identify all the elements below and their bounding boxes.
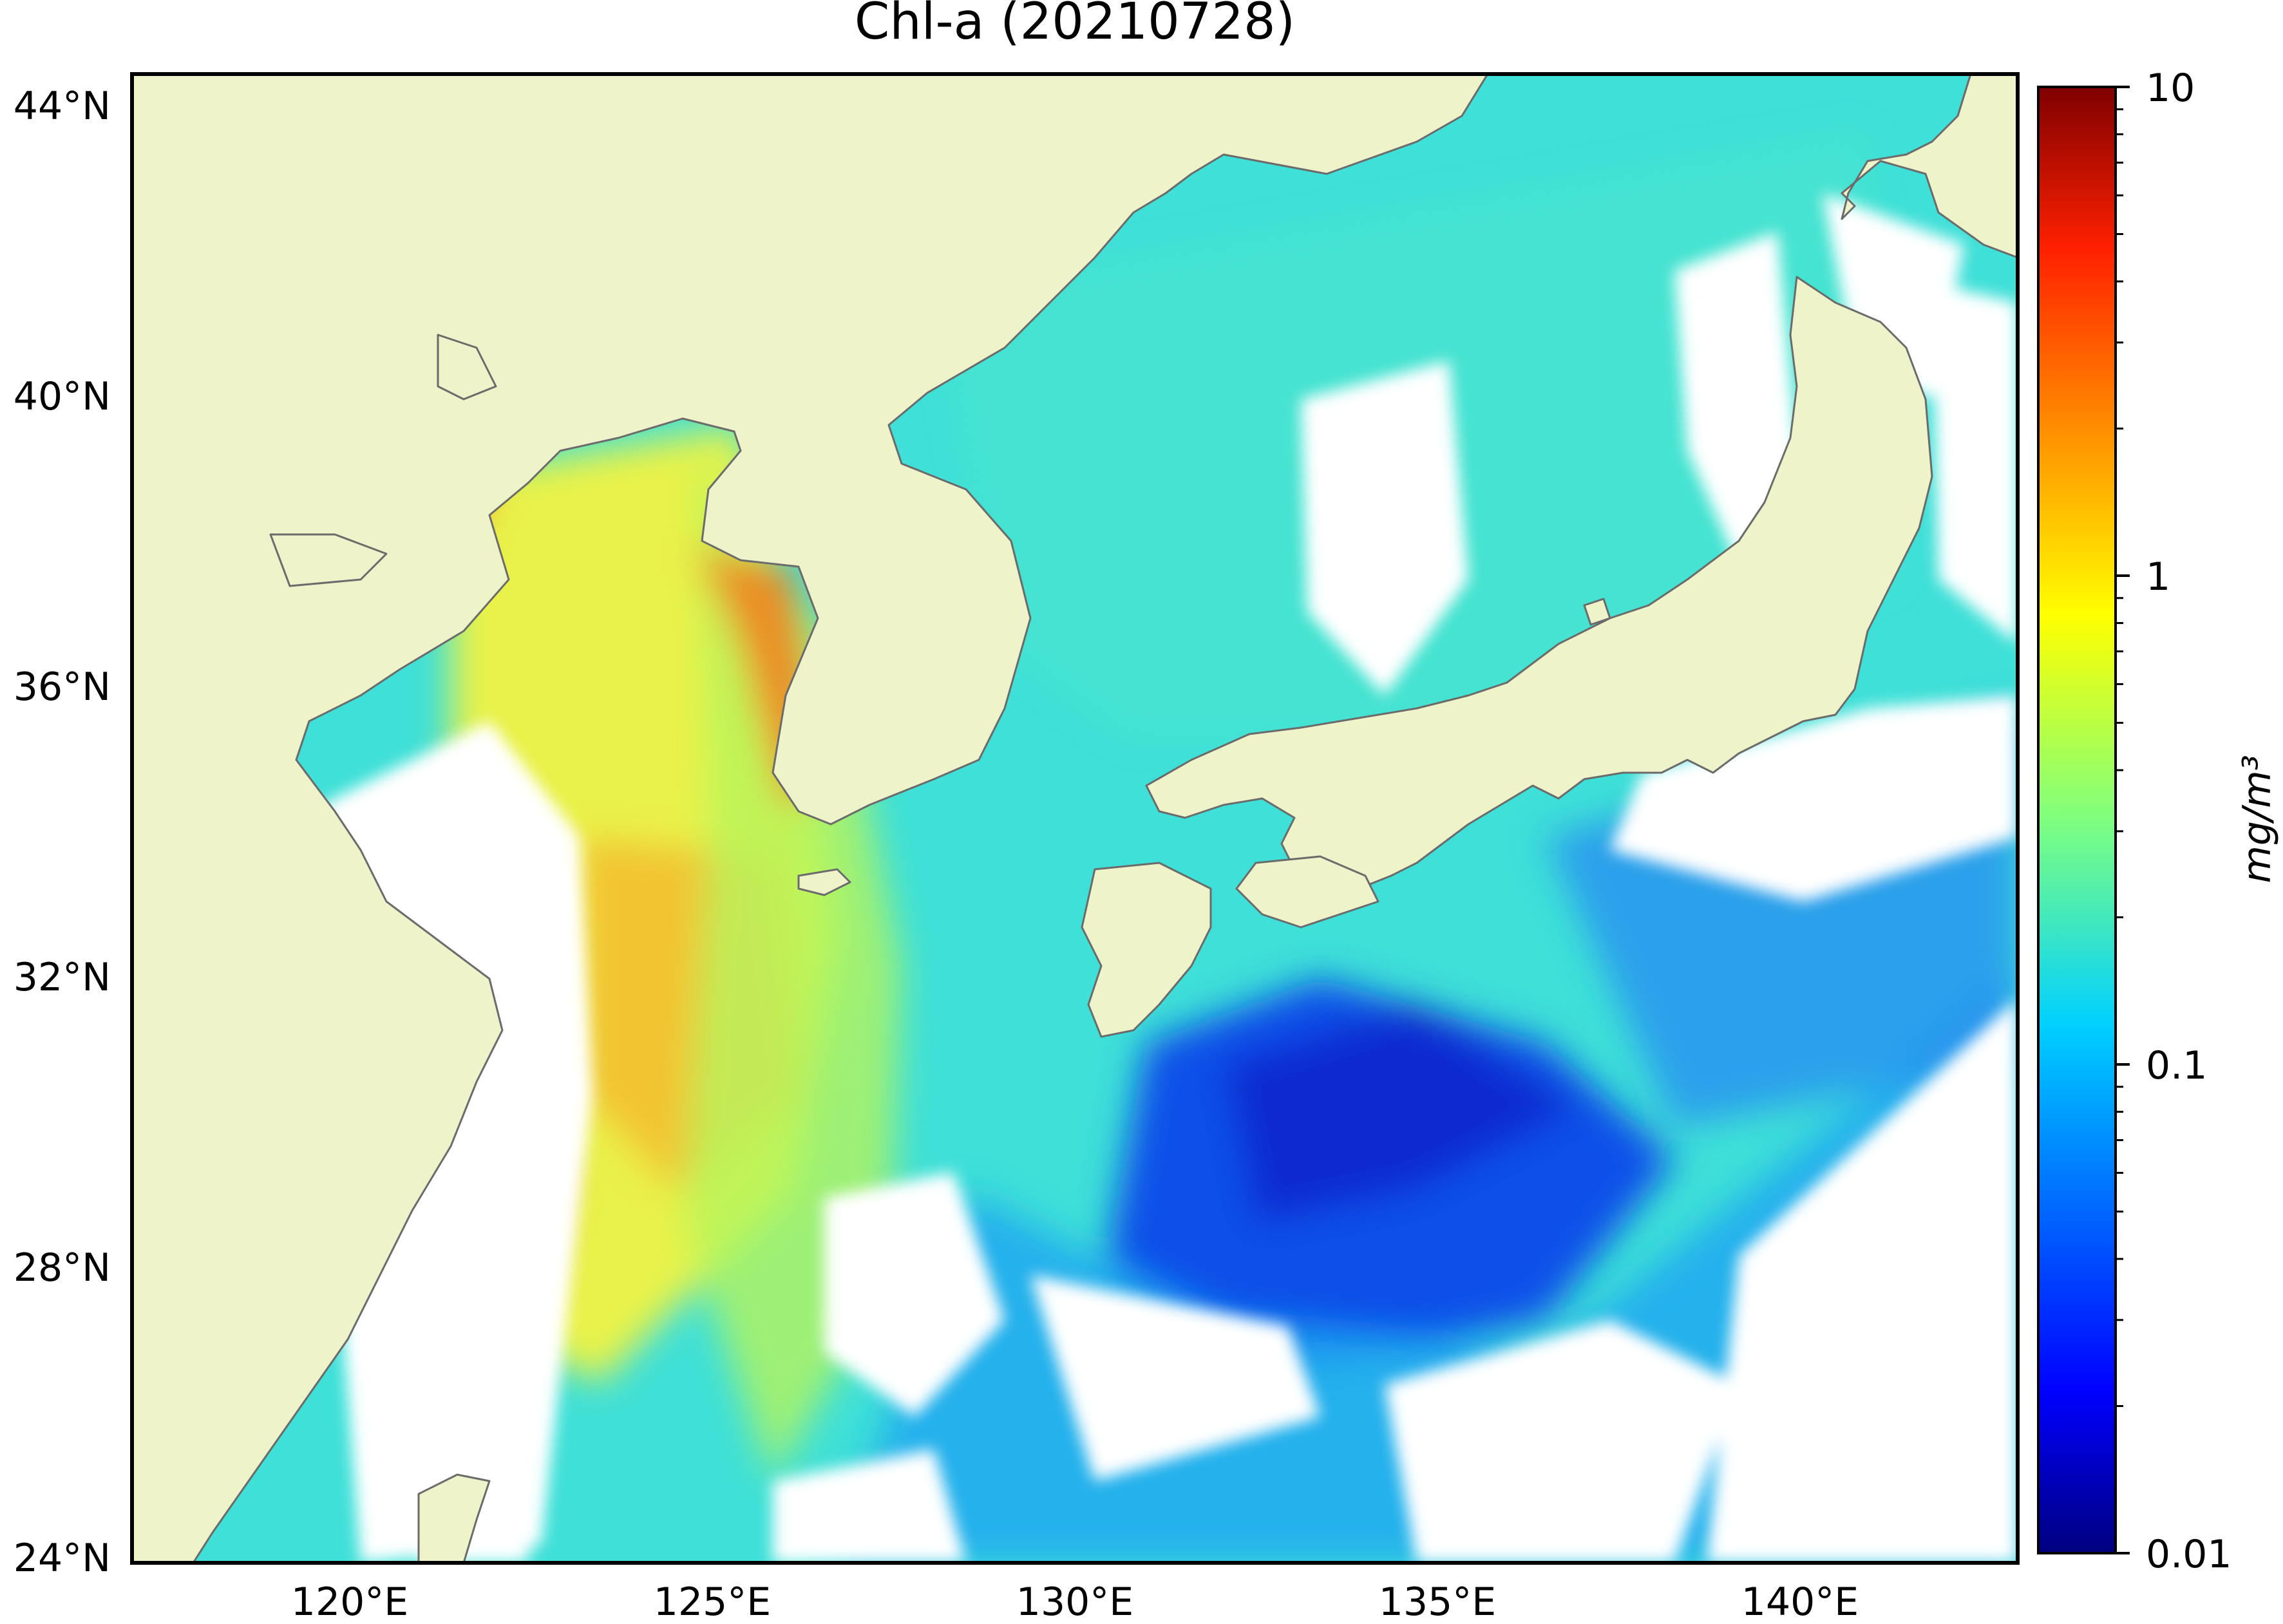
- latitude-axis: 44°N 40°N 36°N 32°N 28°N 24°N: [14, 84, 111, 1581]
- lon-label: 125°E: [654, 1580, 771, 1624]
- longitude-axis: 120°E 125°E 130°E 135°E 140°E: [291, 1580, 1859, 1624]
- lat-label: 32°N: [14, 955, 111, 1000]
- colorbar-tick-label: 0.01: [2146, 1532, 2232, 1577]
- land-sado-island: [1583, 598, 1611, 626]
- kuroshio-deep-blue: [1224, 1005, 1578, 1223]
- land-taiwan: [417, 1473, 491, 1563]
- land-shandong-peninsula: [269, 533, 388, 587]
- colorbar-tick-label: 0.1: [2146, 1043, 2207, 1088]
- lat-label: 28°N: [14, 1245, 111, 1290]
- colorbar-ticks: [2116, 86, 2130, 1554]
- colorbar-unit-label: mg/m³: [2235, 755, 2280, 883]
- colorbar-tick-label: 10: [2146, 66, 2195, 111]
- land-asia-mainland: [132, 74, 1489, 1563]
- lat-label: 44°N: [14, 84, 111, 129]
- land-shikoku: [1235, 855, 1379, 929]
- colorbar-gradient: [2037, 86, 2117, 1554]
- lon-label: 120°E: [291, 1580, 408, 1624]
- map-frame: [130, 72, 2020, 1565]
- lon-label: 130°E: [1016, 1580, 1133, 1624]
- land-jeju-island: [797, 868, 851, 896]
- land: [132, 74, 2018, 1563]
- map-title: Chl-a (20210728): [855, 0, 1295, 51]
- land-kyushu: [1081, 862, 1212, 1038]
- map-panel: [132, 74, 2018, 1563]
- lat-label: 36°N: [14, 665, 111, 710]
- colorbar: 10 1 0.1 0.01 mg/m³: [2037, 66, 2280, 1577]
- colorbar-tick-label: 1: [2146, 554, 2170, 600]
- land-sakhalin-hokkaido: [1841, 74, 2018, 259]
- lon-label: 140°E: [1741, 1580, 1859, 1624]
- lon-label: 135°E: [1379, 1580, 1496, 1624]
- lat-label: 24°N: [14, 1536, 111, 1581]
- land-liaodong-peninsula: [437, 334, 497, 401]
- lat-label: 40°N: [14, 374, 111, 419]
